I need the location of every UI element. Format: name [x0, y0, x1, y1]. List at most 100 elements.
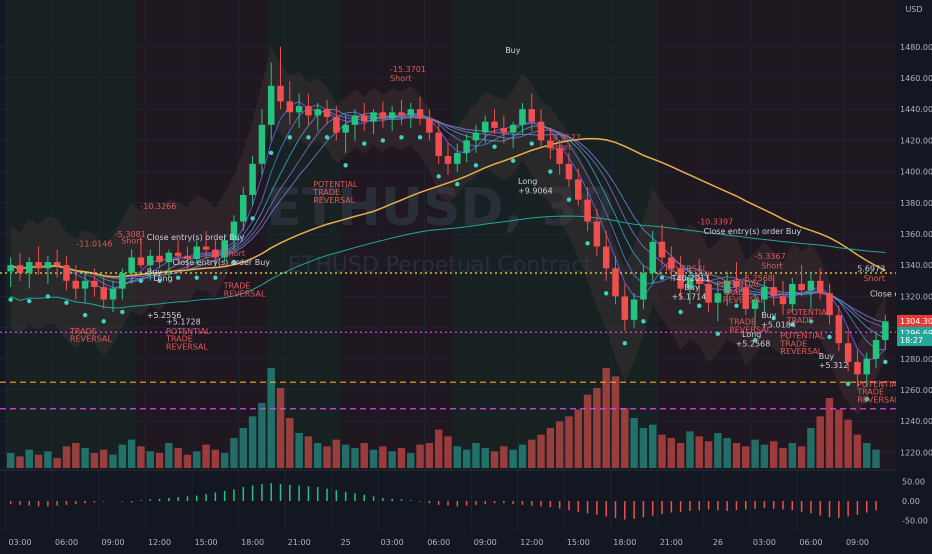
volume-bar [416, 444, 424, 468]
time-tick-label: 25 [341, 538, 351, 547]
candle-body [146, 255, 154, 266]
volume-bar [658, 434, 666, 468]
volume-bar [490, 451, 499, 468]
volume-bar [453, 446, 462, 468]
trade-annotation: Short [864, 274, 885, 283]
stop-dot [734, 303, 739, 308]
price-tick-label: 1220.00 [900, 448, 932, 457]
candle-body [314, 109, 321, 116]
candle-body [863, 358, 870, 375]
stop-dot [752, 337, 758, 343]
volume-bar [127, 439, 136, 468]
volume-bar [555, 421, 564, 468]
price-tick-label: 1460.00 [900, 74, 932, 83]
volume-bar [816, 416, 824, 468]
volume-bar [304, 436, 313, 468]
volume-bar [220, 453, 229, 468]
trade-annotation: POTENTIAL [857, 380, 902, 389]
time-axis-panel [0, 532, 932, 550]
candle-body [519, 109, 526, 125]
candle-body [807, 280, 815, 291]
trade-annotation: Long [153, 274, 172, 283]
candle-body [53, 262, 61, 266]
candle-body [360, 115, 368, 122]
stop-dot [213, 275, 218, 280]
candle-body [640, 273, 647, 300]
volume-bar [593, 388, 601, 468]
price-tag-label: 1304.30 [900, 317, 932, 326]
volume-bar [72, 443, 80, 468]
candle-body [454, 152, 461, 164]
volume-bar [53, 458, 61, 468]
trade-annotation: Close entry(s) order Buy [704, 227, 802, 236]
candle-body [481, 121, 489, 133]
candle-body [333, 117, 340, 133]
candle-body [826, 293, 833, 316]
time-tick-label: 21:00 [288, 538, 311, 547]
ma-ribbon-line [10, 104, 886, 351]
price-tick-label: 1320.00 [900, 292, 932, 301]
volume-bar [686, 431, 694, 468]
time-tick-label: 06:00 [799, 538, 822, 547]
trade-annotation: +5.2556 [147, 311, 182, 320]
stop-dot [603, 291, 609, 296]
candle-body [128, 257, 135, 273]
oscillator-tick-label: -50.00 [902, 516, 928, 525]
time-tick-label: 15:00 [567, 538, 590, 547]
stop-dot [510, 158, 516, 163]
candle-body [816, 280, 824, 294]
trade-annotation: -15.3701 [390, 65, 426, 74]
candle-body [798, 283, 805, 291]
volume-bar [472, 443, 480, 468]
time-tick-label: 03:00 [381, 538, 404, 547]
stop-dot [45, 294, 51, 299]
volume-bar [528, 439, 536, 468]
candle-body [426, 118, 433, 133]
time-tick-label: 18:00 [241, 538, 264, 547]
trade-annotation: Short [224, 249, 245, 258]
trade-annotation: TRADE [779, 339, 807, 348]
currency-label: USD [905, 5, 922, 14]
ma-trend-line [10, 215, 886, 309]
candle-body [91, 280, 98, 288]
stop-dot [827, 334, 832, 340]
candle-body [416, 109, 424, 119]
volume-bar [853, 434, 862, 468]
stop-dot [790, 322, 795, 327]
trade-annotation: REVERSAL [665, 264, 707, 273]
candle-body [630, 299, 638, 320]
trade-annotation: REVERSAL [857, 395, 899, 404]
volume-bar [537, 434, 545, 468]
candle-body [565, 163, 573, 180]
volume-bar [434, 429, 443, 468]
price-tag-label: 18:27 [900, 336, 923, 345]
stop-dot [157, 278, 162, 283]
volume-bar [369, 449, 378, 468]
candle-body [723, 280, 731, 294]
volume-bar [779, 448, 787, 468]
time-tick-label: 12:00 [520, 538, 543, 547]
trade-annotation: POTENTIAL [787, 308, 832, 317]
trade-annotation: Long [518, 177, 537, 186]
candle-body [463, 140, 470, 153]
stop-dot [380, 138, 386, 143]
price-tick-label: 1480.00 [900, 43, 932, 52]
stop-dot [436, 174, 441, 179]
volume-bar [788, 443, 797, 468]
trade-annotation: +5.2568 [736, 339, 771, 348]
trade-annotation: Buy [147, 268, 163, 277]
candle-body [258, 124, 266, 164]
trade-annotation: POTENTIAL [716, 280, 761, 289]
price-tick-label: 1280.00 [900, 355, 932, 364]
ma-ribbon-line [10, 112, 886, 323]
trade-annotation: REVERSAL [70, 335, 112, 344]
symbol-watermark: ETHUSD, 30 [266, 178, 614, 238]
trade-annotation: +5.312 [819, 361, 849, 370]
candle-body [435, 132, 442, 156]
volume-bar [109, 454, 117, 468]
candle-body [705, 283, 712, 303]
candle-body [593, 221, 601, 247]
volume-bar [797, 446, 806, 468]
